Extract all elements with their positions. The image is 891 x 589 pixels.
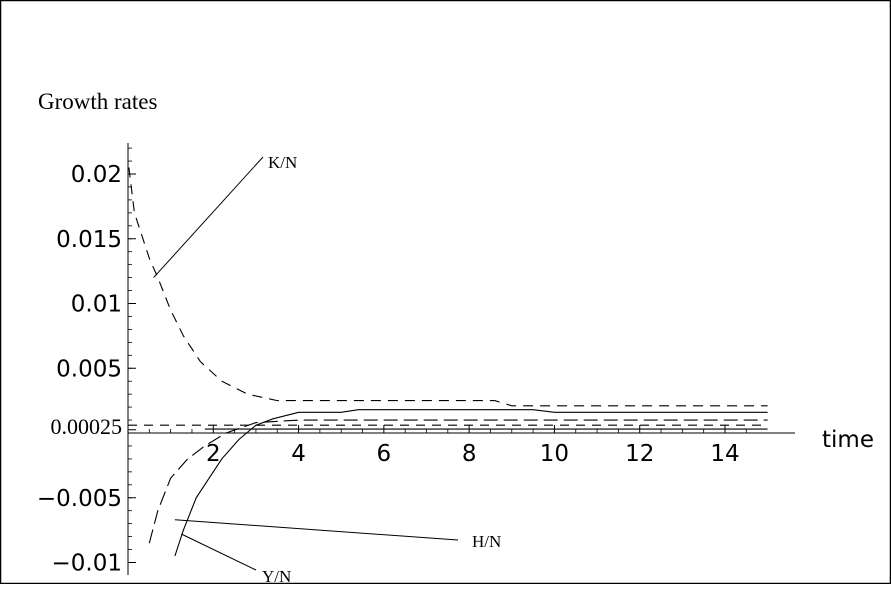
- x-tick-label: 8: [462, 441, 477, 467]
- x-axis-title: time: [822, 427, 874, 453]
- annotation-layer: K/N H/N Y/N: [153, 153, 501, 586]
- annotation-leader-k-n: [153, 156, 264, 278]
- series-h-n-line: [148, 419, 768, 544]
- axes: 2 4 6 8 10 12 14 0.02 0.015 0.01 0.005 0.00025 −0.00…: [37, 143, 795, 577]
- x-tick-label: 2: [206, 441, 221, 467]
- annotation-leader-h-n: [174, 519, 459, 541]
- annotation-leader-y-n: [181, 533, 257, 571]
- annotation-label-y-n: Y/N: [262, 567, 291, 584]
- x-tick-label: 12: [625, 441, 654, 467]
- y-tick-label: −0.005: [37, 486, 122, 512]
- x-tick-label: 10: [540, 441, 569, 467]
- y-tick-label: 0.005: [56, 356, 122, 382]
- annotation-label-h-n: H/N: [472, 532, 501, 551]
- y-axis-title: Growth rates: [38, 89, 157, 114]
- x-tick-label: 4: [291, 441, 306, 467]
- x-tick-label: 14: [710, 441, 739, 467]
- annotation-label-k-n: K/N: [268, 153, 297, 172]
- y-tick-label: 0.00025: [51, 414, 123, 439]
- series-layer: [128, 167, 768, 557]
- y-tick-label: 0.01: [71, 292, 122, 318]
- y-tick-label: 0.02: [71, 162, 122, 188]
- y-tick-label: −0.01: [52, 551, 122, 577]
- y-tick-label: 0.015: [56, 227, 122, 253]
- x-tick-label: 6: [377, 441, 392, 467]
- series-k-n-line: [128, 167, 768, 407]
